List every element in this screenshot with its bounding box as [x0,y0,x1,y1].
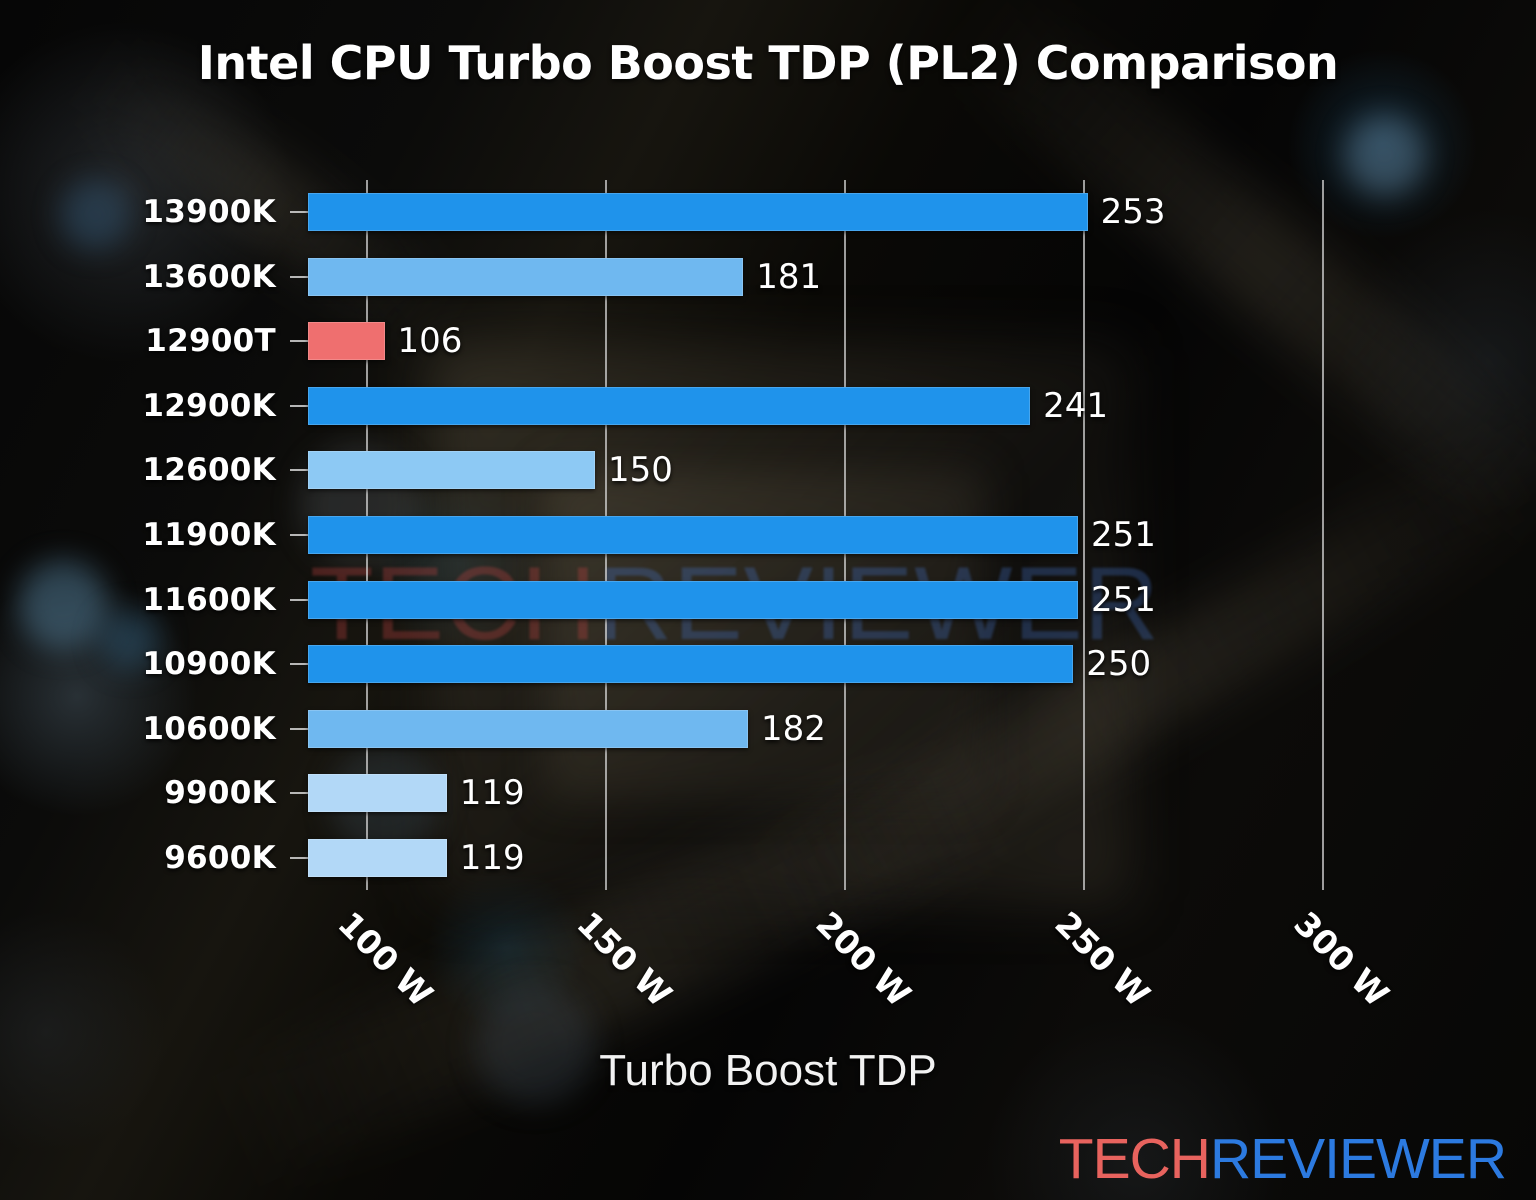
bar-12900K[interactable] [308,386,1031,425]
category-label-11600K: 11600K [142,581,276,618]
bar-12900T[interactable] [308,322,385,361]
bar-wrapper: 150 [308,438,673,502]
category-label-12600K: 12600K [142,452,276,489]
bar-wrapper: 181 [308,245,821,309]
bar-row: 13600K 181 [0,245,1418,309]
bar-value-label: 182 [761,708,826,749]
bar-value-label: 181 [756,256,822,297]
bar-wrapper: 251 [308,568,1156,632]
background-bokeh [18,560,108,650]
y-axis-tick-mark [290,211,308,214]
bar-11600K[interactable] [308,580,1078,619]
bar-wrapper: 250 [308,632,1151,696]
category-label-13900K: 13900K [142,194,276,231]
category-label-9600K: 9600K [164,839,276,876]
logo-reviewer-text: REVIEWER [1209,1127,1507,1191]
bar-wrapper: 251 [308,503,1156,567]
background-bokeh [100,610,160,670]
bar-value-label: 251 [1091,515,1156,555]
bar-10900K[interactable] [308,645,1074,684]
y-axis-tick-mark [290,727,308,730]
category-label-10900K: 10900K [142,646,276,683]
category-label-13600K: 13600K [142,258,276,295]
category-label-12900T: 12900T [145,323,276,360]
y-axis-tick-mark [290,598,308,601]
bar-wrapper: 253 [308,180,1165,244]
category-label-12900K: 12900K [142,387,276,424]
bar-row: 10900K 250 [0,632,1418,696]
background-bokeh [60,180,130,250]
x-axis-title: Turbo Boost TDP [599,1046,937,1095]
bar-9600K[interactable] [308,838,447,877]
bar-wrapper: 182 [308,697,826,761]
bar-13900K[interactable] [308,193,1088,232]
bar-wrapper: 119 [308,761,525,825]
bar-row: 9900K 119 [0,761,1418,825]
background-chip-blur [430,345,1130,905]
y-axis-tick-mark [290,275,308,278]
bar-11900K[interactable] [308,516,1078,554]
bar-value-label: 250 [1086,644,1152,685]
bar-13600K[interactable] [308,257,744,296]
chart-title: Intel CPU Turbo Boost TDP (PL2) Comparis… [197,36,1339,90]
plot-area: 13900K 253 13600K 181 12900T 106 12900K 241 1260… [142,180,1418,890]
bar-value-label: 119 [459,773,525,814]
bar-row: 10600K 182 [0,697,1418,761]
bar-row: 13900K 253 [0,180,1418,244]
bar-12600K[interactable] [308,451,595,490]
gridline-300 [1322,180,1325,890]
bar-value-label: 251 [1091,579,1156,620]
bar-9900K[interactable] [308,774,447,813]
bar-value-label: 106 [397,321,463,362]
bar-row: 9600K 119 [0,826,1418,890]
y-axis-tick-mark [290,534,308,536]
y-axis-tick-mark [290,340,308,343]
bar-wrapper: 106 [308,309,462,373]
bar-row: 11600K 251 [0,568,1418,632]
bar-value-label: 253 [1100,192,1166,233]
y-axis-tick-mark [290,404,308,407]
y-axis-tick-mark [290,469,308,472]
bar-row: 11900K 251 [0,503,1418,567]
category-label-11900K: 11900K [142,517,276,553]
bar-row: 12900T 106 [0,309,1418,373]
y-axis-tick-mark [290,856,308,859]
gridline-250 [1083,180,1086,890]
bar-wrapper: 119 [308,826,525,890]
category-label-10600K: 10600K [142,710,276,747]
y-axis-tick-mark [290,792,308,795]
y-axis-tick-mark [290,663,308,666]
bar-row: 12900K 241 [0,374,1418,438]
category-label-9900K: 9900K [164,775,276,812]
bar-value-label: 150 [607,450,673,491]
bar-wrapper: 241 [308,374,1108,438]
background-bokeh [475,985,595,1105]
bar-10600K[interactable] [308,709,748,748]
bar-rows: 13900K 253 13600K 181 12900T 106 12900K 241 1260… [142,180,1418,890]
bar-row: 12600K 150 [0,438,1418,502]
background-bokeh [1345,115,1425,195]
logo-tech-text: TECH [1058,1127,1211,1191]
bar-value-label: 241 [1043,385,1109,426]
bar-value-label: 119 [459,837,525,878]
techreviewer-logo: TECHREVIEWER [1058,1126,1507,1192]
